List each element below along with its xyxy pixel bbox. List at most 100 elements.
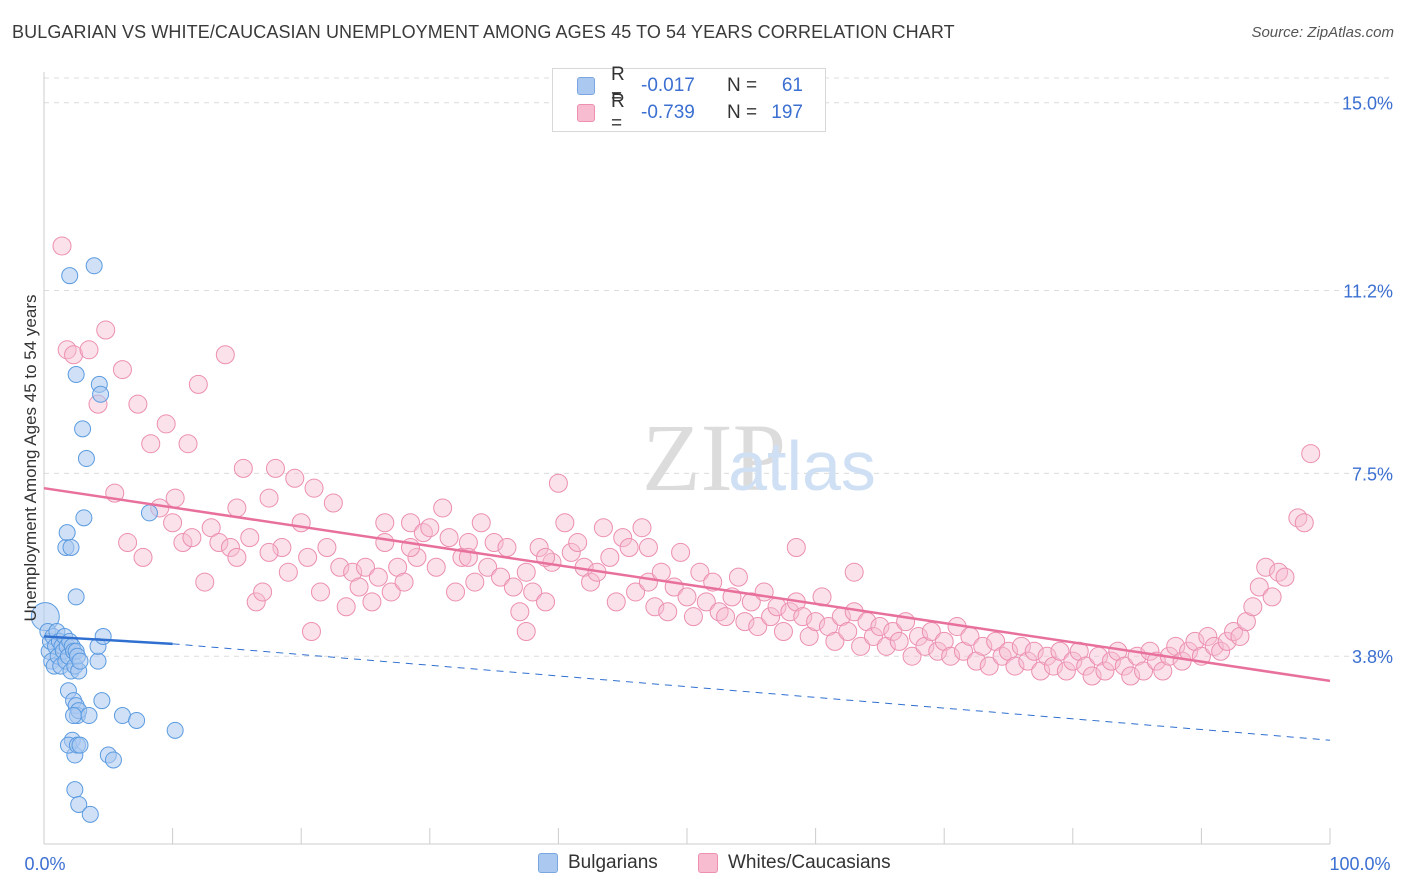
data-point-whites bbox=[1121, 666, 1141, 686]
data-point-whites bbox=[227, 547, 247, 567]
data-point-whites bbox=[1018, 651, 1038, 671]
data-point-whites bbox=[484, 533, 504, 553]
data-point-whites bbox=[1249, 577, 1269, 597]
data-point-bulgarians bbox=[85, 257, 103, 275]
data-point-whites bbox=[870, 617, 890, 637]
data-point-whites bbox=[1262, 587, 1282, 607]
data-point-whites bbox=[401, 513, 421, 533]
data-point-whites bbox=[1224, 621, 1244, 641]
data-point-whites bbox=[1198, 626, 1218, 646]
watermark-zip: ZIP bbox=[642, 404, 786, 511]
data-point-whites bbox=[793, 607, 813, 627]
data-point-whites bbox=[1288, 508, 1308, 528]
data-point-whites bbox=[638, 537, 658, 557]
data-point-whites bbox=[215, 345, 235, 365]
data-point-whites bbox=[548, 473, 568, 493]
x-tick-label-max: 100.0% bbox=[1329, 854, 1390, 874]
y-tick-label: 3.8% bbox=[1352, 647, 1393, 667]
legend-item-bulgarians[interactable]: Bulgarians bbox=[538, 852, 658, 874]
data-point-whites bbox=[165, 488, 185, 508]
bulgarians-points bbox=[30, 257, 184, 823]
data-point-whites bbox=[1256, 557, 1276, 577]
data-point-whites bbox=[394, 572, 414, 592]
data-point-whites bbox=[806, 612, 826, 632]
data-point-whites bbox=[1063, 651, 1083, 671]
data-point-bulgarians bbox=[71, 736, 89, 754]
data-point-whites bbox=[330, 557, 350, 577]
data-point-whites bbox=[178, 434, 198, 454]
legend-r-value: -0.739 bbox=[641, 102, 695, 123]
y-tick-label: 15.0% bbox=[1342, 94, 1393, 114]
legend-n-value: 197 bbox=[771, 102, 803, 123]
data-point-whites bbox=[259, 542, 279, 562]
data-point-whites bbox=[1217, 631, 1237, 651]
data-point-whites bbox=[52, 236, 72, 256]
data-point-whites bbox=[632, 518, 652, 538]
data-point-whites bbox=[613, 528, 633, 548]
data-point-whites bbox=[310, 582, 330, 602]
data-point-bulgarians bbox=[70, 795, 88, 813]
data-point-whites bbox=[536, 592, 556, 612]
data-point-bulgarians bbox=[62, 538, 80, 556]
data-point-whites bbox=[471, 513, 491, 533]
y-tick-labels: 3.8% 7.5% 11.2% 15.0% bbox=[1342, 94, 1393, 667]
data-point-whites bbox=[1114, 656, 1134, 676]
y-tick-label: 11.2% bbox=[1343, 282, 1393, 302]
data-point-bulgarians bbox=[140, 504, 158, 522]
trend-lines bbox=[43, 486, 1331, 741]
legend-label-whites: Whites/Caucasians bbox=[728, 852, 891, 873]
data-point-bulgarians bbox=[128, 711, 146, 729]
data-point-whites bbox=[1050, 641, 1070, 661]
data-point-whites bbox=[259, 488, 279, 508]
data-point-whites bbox=[233, 458, 253, 478]
data-point-bulgarians bbox=[93, 692, 111, 710]
legend-n-value: 61 bbox=[781, 75, 803, 96]
data-point-whites bbox=[291, 513, 311, 533]
data-point-whites bbox=[529, 537, 549, 557]
trend-line-bulgarians-dashed bbox=[172, 643, 1331, 741]
data-point-whites bbox=[683, 607, 703, 627]
data-point-whites bbox=[465, 572, 485, 592]
data-point-bulgarians bbox=[113, 707, 131, 725]
data-point-whites bbox=[285, 468, 305, 488]
data-point-whites bbox=[336, 597, 356, 617]
gridlines bbox=[44, 77, 1392, 657]
trend-line-bulgarians bbox=[43, 635, 173, 646]
legend-r-label: R = bbox=[611, 64, 625, 107]
data-point-whites bbox=[568, 533, 588, 553]
data-point-whites bbox=[709, 602, 729, 622]
data-point-whites bbox=[478, 557, 498, 577]
data-point-whites bbox=[671, 542, 691, 562]
data-point-bulgarians bbox=[81, 805, 99, 823]
data-point-bulgarians bbox=[74, 420, 92, 438]
data-point-whites bbox=[64, 345, 84, 365]
data-point-whites bbox=[690, 562, 710, 582]
data-point-whites bbox=[761, 607, 781, 627]
y-tick-label: 7.5% bbox=[1352, 464, 1393, 484]
data-point-whites bbox=[1082, 666, 1102, 686]
data-point-bulgarians bbox=[67, 588, 85, 606]
data-point-bulgarians bbox=[80, 707, 98, 725]
data-point-whites bbox=[368, 567, 388, 587]
data-point-whites bbox=[645, 597, 665, 617]
data-point-whites bbox=[375, 533, 395, 553]
data-point-whites bbox=[220, 537, 240, 557]
legend-item-whites[interactable]: Whites/Caucasians bbox=[698, 852, 891, 874]
data-point-whites bbox=[523, 582, 543, 602]
data-point-whites bbox=[156, 414, 176, 434]
trend-line-whites bbox=[43, 486, 1331, 683]
y-axis-label: Unemployment Among Ages 45 to 54 years bbox=[21, 295, 40, 622]
series-legend: Bulgarians Whites/Caucasians bbox=[0, 852, 1406, 878]
data-point-whites bbox=[735, 612, 755, 632]
whites-caucasians-points bbox=[52, 236, 1321, 686]
data-point-whites bbox=[246, 592, 266, 612]
data-point-whites bbox=[728, 567, 748, 587]
data-point-whites bbox=[844, 562, 864, 582]
data-point-whites bbox=[317, 537, 337, 557]
data-point-whites bbox=[1243, 597, 1263, 617]
data-point-whites bbox=[240, 528, 260, 548]
data-point-whites bbox=[973, 636, 993, 656]
data-point-whites bbox=[889, 631, 909, 651]
data-point-whites bbox=[1269, 562, 1289, 582]
